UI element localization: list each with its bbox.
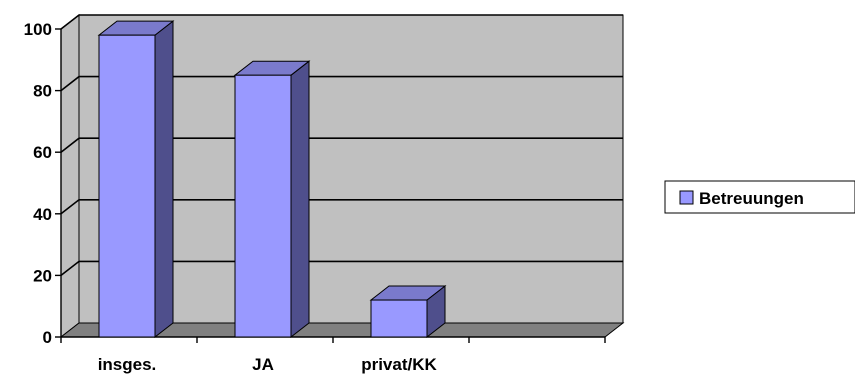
gridline-40 [60, 199, 623, 215]
y-tick-label-20: 20 [33, 266, 52, 285]
y-tick-labels: 0 20 40 60 80 100 [24, 20, 52, 347]
gridlines [60, 14, 623, 277]
x-category-label-2: privat/KK [361, 355, 437, 374]
bar-1 [233, 60, 311, 339]
bar-2 [369, 285, 447, 339]
y-tick-label-80: 80 [33, 82, 52, 101]
y-tick-label-60: 60 [33, 143, 52, 162]
y-tick-label-100: 100 [24, 20, 52, 39]
side-wall [60, 13, 80, 339]
bar-front-2 [370, 299, 428, 338]
legend-label-betreuungen: Betreuungen [699, 189, 804, 208]
x-category-label-0: insges. [98, 355, 157, 374]
legend-swatch [679, 190, 694, 205]
legend: Betreuungen [664, 180, 855, 214]
gridline-100 [60, 14, 623, 30]
y-tick-label-0: 0 [43, 328, 52, 347]
bars [97, 20, 447, 339]
legend-box [664, 180, 855, 214]
bar-front-0 [98, 34, 156, 338]
bar-side-1 [290, 60, 310, 339]
bar-front-1 [234, 74, 292, 338]
gridline-20 [60, 260, 623, 277]
x-category-labels: insges. JA privat/KK [98, 355, 438, 374]
bar-side-0 [154, 20, 174, 339]
gridline-80 [60, 75, 623, 92]
gridline-60 [60, 137, 623, 153]
x-category-label-1: JA [252, 355, 274, 374]
y-tick-label-40: 40 [33, 205, 52, 224]
bar-0 [97, 20, 175, 339]
